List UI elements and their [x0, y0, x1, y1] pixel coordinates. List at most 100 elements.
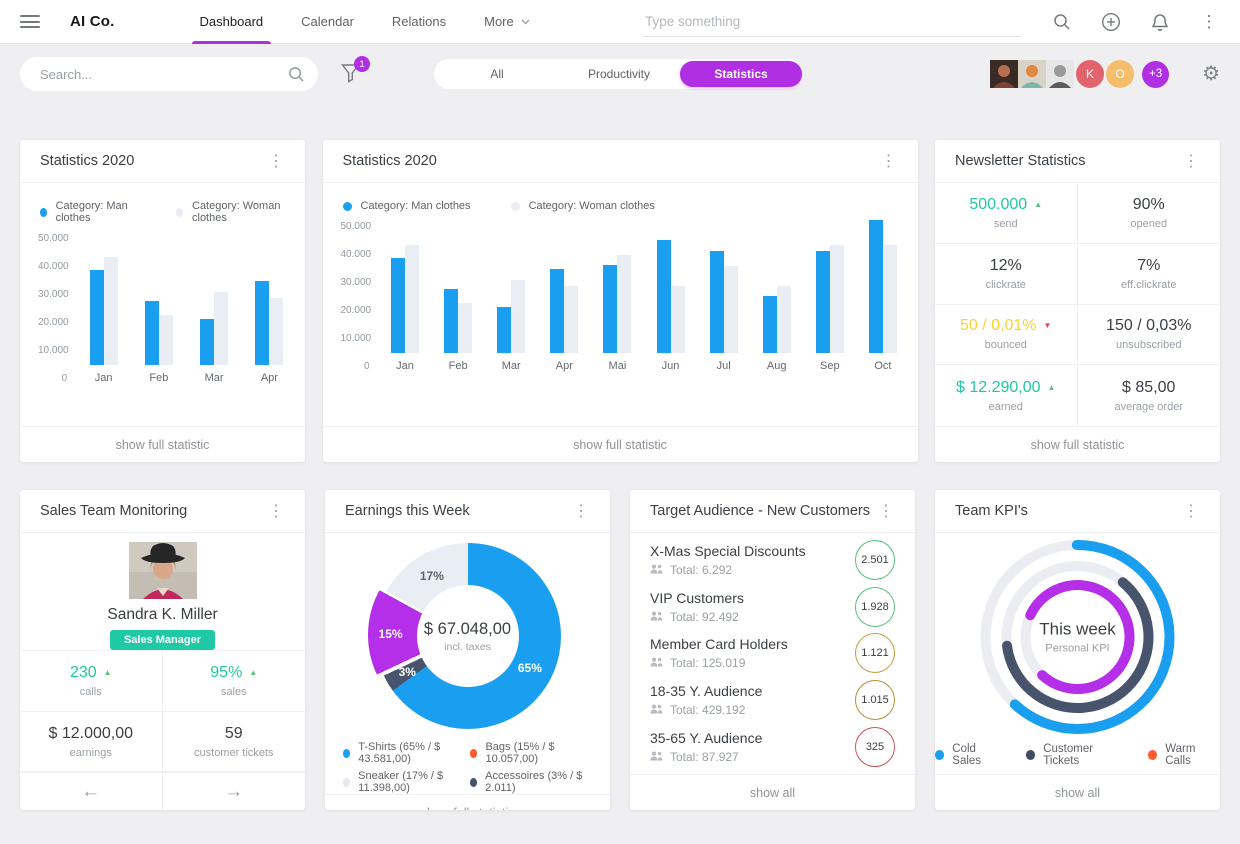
bar-mai — [603, 265, 618, 353]
audience-count-badge: 1.015 — [855, 680, 895, 721]
salesperson-profile: Sandra K. Miller Sales Manager — [20, 533, 305, 651]
y-tick: 40.000 — [340, 249, 372, 260]
show-all-link[interactable]: show all — [1054, 785, 1101, 800]
more-vert-icon[interactable]: ⋮ — [1200, 12, 1218, 31]
bar-pair — [550, 222, 579, 353]
next-arrow[interactable]: → — [224, 780, 244, 802]
bar-pair — [815, 222, 844, 353]
x-tick: Oct — [874, 360, 892, 372]
bar-aug — [776, 286, 791, 353]
audience-row[interactable]: 18-35 Y. Audience Total: 429.192 1.015 — [630, 677, 915, 724]
x-tick: Sep — [820, 360, 840, 372]
filter-button[interactable]: 1 — [341, 56, 370, 85]
bar-group: Jul — [709, 222, 738, 372]
bar-group: Jan — [391, 222, 420, 372]
slice-label-t-shirts: 65% — [517, 660, 542, 675]
bar-jan — [89, 270, 104, 365]
bar-group: Aug — [762, 222, 791, 372]
show-full-statistic-link[interactable]: show full statistic — [421, 806, 515, 811]
tab-relations[interactable]: Relations — [391, 14, 447, 29]
bar-pair — [200, 234, 229, 365]
stat-label: unsubscribed — [1116, 339, 1182, 352]
tab-more[interactable]: More — [465, 0, 549, 44]
search-icon[interactable] — [1051, 11, 1073, 33]
stat-label: bounced — [984, 339, 1027, 352]
bar-pair — [391, 222, 420, 353]
sales-stats-grid: 230 ▲ calls 95% ▲ sales $ 12.000,00 earnings 59 c… — [20, 651, 305, 772]
team-avatars: K O +3 — [990, 60, 1170, 88]
avatar-more-count[interactable]: +3 — [1142, 60, 1170, 88]
stat-value: 150 / 0,03% — [1106, 317, 1192, 335]
x-tick: Apr — [555, 360, 573, 372]
show-full-statistic-link[interactable]: show full statistic — [115, 437, 210, 452]
card-menu-icon[interactable]: ⋮ — [1183, 153, 1199, 170]
bar-mar — [214, 292, 229, 365]
bar-group: Mar — [497, 222, 526, 372]
avatar-initial[interactable]: O — [1106, 60, 1135, 88]
search-icon[interactable] — [288, 66, 305, 83]
avatar-photo[interactable] — [990, 60, 1019, 88]
avatar-photo[interactable] — [1046, 60, 1075, 88]
tab-calendar[interactable]: Calendar — [301, 14, 354, 29]
bar-apr — [269, 298, 284, 365]
tab-dashboard[interactable]: Dashboard — [181, 0, 283, 44]
card-title: Earnings this Week — [345, 503, 470, 519]
audience-row[interactable]: 35-65 Y. Audience Total: 87.927 325 — [630, 723, 915, 770]
bar-group: Feb — [144, 234, 173, 384]
card-menu-icon[interactable]: ⋮ — [268, 503, 284, 520]
stat-cell-earnings: $ 12.000,00 earnings — [20, 712, 163, 772]
show-all-link[interactable]: show all — [749, 785, 796, 800]
trend-down-icon: ▼ — [1043, 321, 1052, 331]
legend-dot — [469, 748, 478, 758]
bar-pair — [497, 222, 526, 353]
hamburger-menu-icon[interactable] — [20, 15, 40, 28]
bar-apr — [255, 281, 270, 365]
legend-label: Accessoires (3% / $ 2.011) — [485, 770, 583, 794]
audience-row[interactable]: VIP Customers Total: 92.492 1.928 — [630, 584, 915, 631]
stat-cell-sales: 95% ▲ sales — [162, 651, 305, 712]
audience-row[interactable]: X-Mas Special Discounts Total: 6.292 2.501 — [630, 537, 915, 584]
card-search-input[interactable] — [40, 66, 288, 82]
filter-toolbar: 1 All Productivity Statistics KO+3 ⚙ — [0, 44, 1240, 104]
show-full-statistic-link[interactable]: show full statistic — [1030, 437, 1125, 452]
bar-jun — [670, 286, 685, 353]
y-tick: 30.000 — [38, 289, 69, 300]
bar-group: Oct — [868, 220, 897, 372]
card-team-kpis: Team KPI's ⋮ This week Personal KPI Cold… — [935, 490, 1220, 810]
segment-statistics[interactable]: Statistics — [680, 61, 802, 87]
card-menu-icon[interactable]: ⋮ — [573, 503, 589, 520]
card-menu-icon[interactable]: ⋮ — [268, 153, 284, 170]
card-menu-icon[interactable]: ⋮ — [878, 503, 894, 520]
segment-all[interactable]: All — [490, 67, 504, 81]
x-tick: Jan — [94, 372, 113, 384]
card-title: Statistics 2020 — [40, 153, 135, 169]
card-menu-icon[interactable]: ⋮ — [1183, 503, 1199, 520]
global-search-input[interactable] — [643, 6, 1021, 37]
y-tick: 10.000 — [340, 333, 372, 344]
bar-feb — [458, 303, 473, 353]
avatar-photo[interactable] — [1018, 60, 1047, 88]
show-full-statistic-link[interactable]: show full statistic — [573, 437, 667, 452]
audience-list: X-Mas Special Discounts Total: 6.292 2.501… — [630, 533, 915, 774]
stat-cell-clickrate: 12% clickrate — [935, 243, 1078, 305]
notifications-icon[interactable] — [1149, 11, 1171, 33]
bar-apr — [550, 269, 565, 353]
chart-legend: Category: Man clothes Category: Woman clo… — [20, 183, 305, 226]
donut-center: $ 67.048,00 incl. taxes — [416, 585, 519, 687]
segment-productivity[interactable]: Productivity — [587, 67, 651, 81]
bar-jul — [709, 251, 724, 353]
x-tick: Feb — [448, 360, 468, 372]
bar-pair — [603, 222, 632, 353]
settings-gear-icon[interactable]: ⚙ — [1202, 63, 1220, 85]
add-icon[interactable] — [1100, 11, 1122, 33]
role-badge[interactable]: Sales Manager — [109, 630, 216, 650]
legend-item: Cold Sales — [935, 743, 1004, 767]
x-tick: Mar — [204, 372, 224, 384]
bar-aug — [762, 296, 777, 353]
stat-value: 95% ▲ — [210, 664, 258, 681]
audience-row[interactable]: Member Card Holders Total: 125.019 1.121 — [630, 630, 915, 677]
audience-total: Total: 92.492 — [650, 610, 744, 624]
avatar-initial[interactable]: K — [1076, 60, 1105, 88]
card-menu-icon[interactable]: ⋮ — [880, 153, 897, 170]
previous-arrow[interactable]: ← — [20, 773, 163, 810]
